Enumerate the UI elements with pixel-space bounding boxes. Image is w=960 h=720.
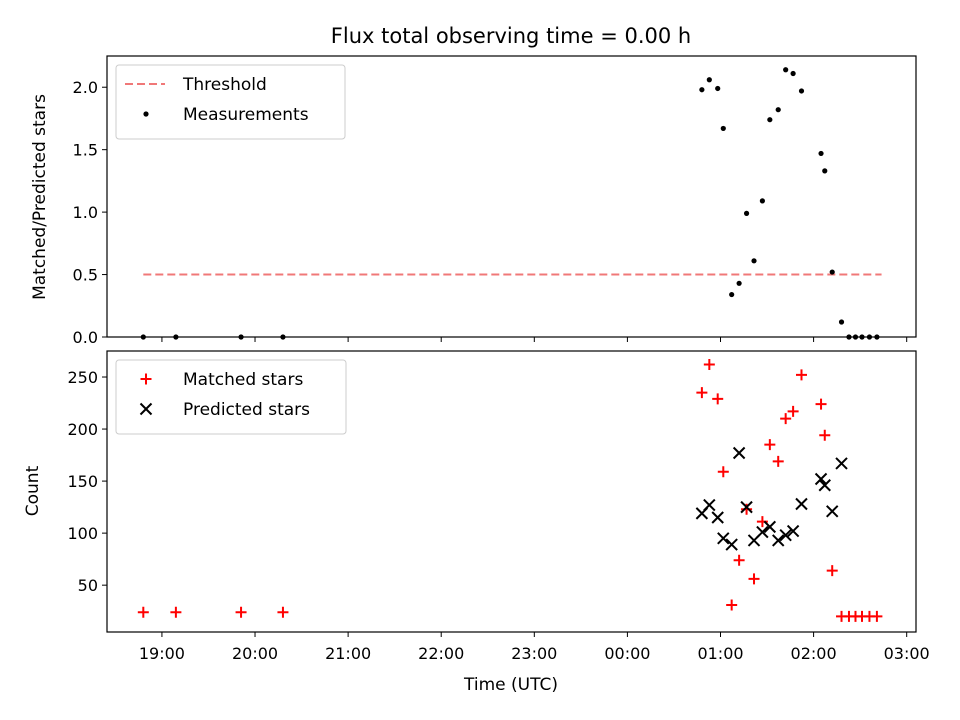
top-y-tick-label: 1.5 [73, 141, 98, 160]
bottom-series-1-point [740, 500, 753, 514]
bottom-series-0-point [764, 439, 776, 451]
legend-swatch [139, 402, 153, 416]
bottom-series-0-point [277, 606, 289, 618]
legend-label: Threshold [182, 75, 267, 95]
top-series-0-point [790, 70, 796, 77]
x-tick-label: 02:00 [791, 644, 837, 663]
legend-swatch [140, 373, 152, 385]
top-series-0-point [699, 87, 705, 93]
chart-title: Flux total observing time = 0.00 h [331, 24, 691, 48]
bottom-series-0-point [726, 599, 738, 611]
x-tick-label: 03:00 [884, 644, 930, 663]
bottom-series-0-point [795, 369, 807, 381]
bottom-series-0-point [696, 387, 708, 399]
top-series-0-point [751, 258, 757, 264]
top-series-0-point [818, 150, 824, 157]
top-series-0-point [743, 210, 750, 216]
top-series-0-point [736, 280, 742, 286]
bottom-series-0-point [717, 466, 729, 478]
top-series-0-point [715, 85, 721, 92]
y-axis-label-bottom: Count [23, 465, 43, 516]
bottom-series-0-point [703, 359, 715, 371]
top-series-0-point [706, 77, 712, 83]
bottom-series-1-point [835, 457, 848, 470]
x-tick-label: 21:00 [325, 644, 371, 663]
legend-label: Matched stars [183, 370, 303, 390]
x-tick-label: 23:00 [511, 644, 557, 663]
bottom-series-0-point [772, 455, 784, 467]
bottom-series-1-point [795, 497, 808, 511]
top-series-0-point [759, 198, 765, 204]
bottom-series-0-point [787, 405, 799, 417]
x-tick-label: 00:00 [604, 644, 650, 663]
bottom-series-0-point [170, 606, 182, 618]
top-panel: 0.0 0.5 1.0 1.5 2.0 Threshold Measurements [73, 55, 917, 347]
x-tick-label: 22:00 [418, 644, 464, 663]
legend-label: Measurements [183, 105, 309, 125]
bottom-series-1-point [725, 538, 738, 551]
top-series-0-point [838, 319, 845, 325]
bottom-series-0-point [871, 610, 883, 622]
bottom-series-0-point [741, 503, 753, 515]
x-axis-label: Time (UTC) [463, 675, 558, 695]
bottom-series-0-point [756, 516, 768, 528]
bottom-series-0-point [815, 398, 827, 410]
bottom-series-1-point [711, 511, 724, 524]
top-series-0-point [720, 125, 726, 132]
top-y-tick-label: 0.0 [73, 328, 98, 347]
top-y-tick-label: 0.5 [73, 266, 98, 285]
top-series-0-point [775, 107, 781, 113]
bottom-series-0-point [137, 606, 149, 618]
bottom-series-1-point [717, 532, 730, 545]
bottom-y-tick-label: 250 [67, 368, 98, 387]
top-series-0-point [783, 67, 789, 73]
top-series-0-point [767, 117, 773, 123]
top-series-0-point [829, 269, 835, 275]
legend-label: Predicted stars [183, 400, 310, 420]
bottom-series-0-point [733, 554, 745, 566]
bottom-series-1-point [826, 505, 839, 518]
bottom-series-1-point [818, 479, 831, 492]
bottom-series-1-point [786, 524, 800, 538]
bottom-y-tick-label: 50 [78, 576, 98, 595]
top-series-0-point [822, 168, 828, 174]
x-tick-label: 01:00 [697, 644, 743, 663]
bottom-plot-frame [106, 350, 917, 633]
bottom-legend: Matched stars Predicted stars [115, 359, 347, 435]
bottom-series-0-point [780, 413, 792, 425]
y-axis-label-top: Matched/Predicted stars [30, 94, 50, 300]
x-tick-label: 19:00 [139, 644, 185, 663]
bottom-series-0-point [826, 565, 838, 577]
top-series-0-point [798, 88, 805, 94]
bottom-series-1-point [814, 472, 828, 486]
top-y-tick-label: 1.0 [73, 203, 98, 222]
bottom-series-1-point [756, 525, 769, 539]
bottom-series-1-point [772, 534, 785, 547]
top-plot-frame [106, 55, 917, 338]
x-tick-label: 20:00 [232, 644, 278, 663]
bottom-series-0-point [748, 573, 760, 585]
top-y-tick-label: 2.0 [73, 78, 98, 97]
bottom-panel: 19:00 20:00 21:00 22:00 23:00 00:00 01:00 02:00… [67, 350, 930, 663]
bottom-series-0-point [235, 606, 247, 618]
top-legend: Threshold Measurements [115, 64, 346, 140]
bottom-series-1-point [703, 498, 716, 512]
bottom-series-1-point [763, 520, 777, 534]
legend-swatch [143, 111, 149, 117]
bottom-series-0-point [819, 429, 831, 441]
top-series-0-point [729, 291, 735, 298]
bottom-y-tick-label: 100 [67, 524, 98, 543]
bottom-series-1-point [779, 529, 792, 542]
legend-box [115, 64, 346, 140]
bottom-series-0-point [712, 393, 724, 405]
bottom-series-1-point [732, 446, 746, 460]
bottom-y-tick-label: 150 [67, 472, 98, 491]
bottom-y-tick-label: 200 [67, 420, 98, 439]
legend-box [115, 359, 347, 435]
